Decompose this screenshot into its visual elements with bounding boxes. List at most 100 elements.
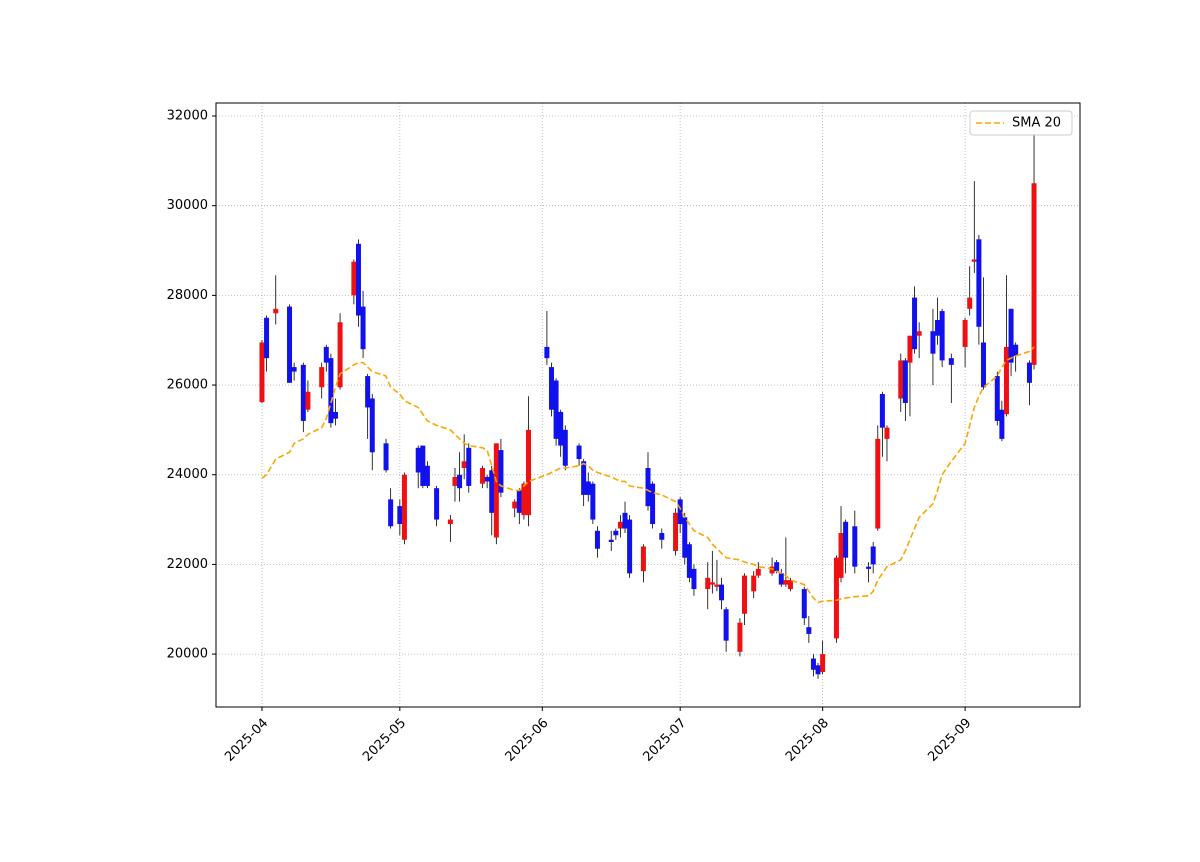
candle-body bbox=[980, 342, 986, 388]
candle-body bbox=[562, 429, 568, 466]
candle-body bbox=[613, 530, 619, 536]
candle-body bbox=[581, 461, 587, 495]
candle-body bbox=[434, 488, 440, 520]
candle-body bbox=[866, 566, 872, 569]
candle-body bbox=[898, 360, 904, 399]
candle-body bbox=[971, 259, 977, 262]
candle-body bbox=[774, 562, 780, 572]
grid bbox=[216, 103, 1080, 707]
candle-body bbox=[360, 306, 366, 350]
candle-body bbox=[397, 506, 403, 525]
candle-body bbox=[640, 546, 646, 572]
y-tick-label: 26000 bbox=[167, 378, 208, 393]
candle-body bbox=[516, 490, 522, 513]
x-tick-label: 2025-09 bbox=[925, 716, 974, 765]
candle-body bbox=[415, 447, 421, 473]
axes: 20000 22000 24000 26000 28000 30000 32000 2025-… bbox=[167, 109, 1073, 765]
candle-body bbox=[388, 499, 394, 527]
candle-body bbox=[544, 346, 550, 359]
candle-body bbox=[355, 243, 361, 316]
candle-body bbox=[498, 450, 504, 493]
candle-body bbox=[902, 360, 908, 403]
candle-body bbox=[484, 476, 490, 482]
candle-body bbox=[659, 533, 665, 540]
x-tick-label: 2025-07 bbox=[640, 716, 689, 765]
candle-body bbox=[686, 544, 692, 578]
candle-body bbox=[820, 654, 826, 673]
candle-body bbox=[457, 474, 463, 489]
candle-body bbox=[930, 331, 936, 354]
candle-body bbox=[682, 517, 688, 558]
candle-body bbox=[424, 465, 430, 486]
candle-body bbox=[787, 580, 793, 590]
candle-body bbox=[521, 483, 527, 516]
candle-body bbox=[705, 577, 711, 590]
candle-body bbox=[548, 367, 554, 410]
candle-body bbox=[714, 584, 720, 587]
legend-label: SMA 20 bbox=[1012, 116, 1061, 131]
candle-body bbox=[884, 427, 890, 439]
candle-body bbox=[976, 239, 982, 327]
candle-body bbox=[751, 575, 757, 592]
candle-body bbox=[264, 317, 270, 359]
candle-body bbox=[452, 476, 458, 486]
candle-body bbox=[769, 566, 775, 574]
candle-body bbox=[461, 461, 467, 469]
candle-body bbox=[742, 575, 748, 614]
candle-body bbox=[447, 519, 453, 525]
candle-body bbox=[466, 447, 472, 486]
y-tick-label: 22000 bbox=[167, 557, 208, 572]
candle-body bbox=[967, 297, 973, 309]
x-tick-label: 2025-05 bbox=[360, 716, 409, 765]
candle-body bbox=[319, 367, 325, 388]
candle-body bbox=[351, 261, 357, 296]
candle-body bbox=[843, 521, 849, 558]
x-tick-label: 2025-04 bbox=[222, 716, 271, 765]
candle-body bbox=[962, 320, 968, 347]
candle-body bbox=[801, 589, 807, 619]
candle-body bbox=[259, 342, 265, 403]
candle-body bbox=[709, 582, 715, 585]
candle-body bbox=[783, 580, 789, 585]
candle-body bbox=[1031, 183, 1037, 365]
candle-body bbox=[875, 438, 881, 529]
candle-body bbox=[999, 409, 1005, 439]
candle-body bbox=[939, 311, 945, 361]
candle-body bbox=[907, 335, 913, 363]
candle-body bbox=[305, 391, 311, 410]
candle-body bbox=[337, 322, 343, 388]
candle-body bbox=[1013, 344, 1019, 356]
candle-body bbox=[558, 411, 564, 446]
candle-body bbox=[369, 398, 375, 453]
candle-body bbox=[323, 346, 329, 363]
candle-body bbox=[1026, 362, 1032, 383]
candle-body bbox=[677, 499, 683, 525]
candle-body bbox=[585, 481, 591, 495]
candle-body bbox=[365, 376, 371, 408]
candle-body bbox=[650, 483, 656, 525]
candle-body bbox=[948, 358, 954, 365]
candle-body bbox=[806, 627, 812, 634]
legend-box bbox=[969, 110, 1073, 136]
y-tick-label: 24000 bbox=[167, 467, 208, 482]
candle-body bbox=[737, 622, 743, 652]
candle-body bbox=[300, 364, 306, 421]
candle-body bbox=[994, 376, 1000, 421]
x-tick-label: 2025-06 bbox=[503, 716, 552, 765]
candle-body bbox=[719, 584, 725, 601]
candle-body bbox=[627, 519, 633, 574]
candle-body bbox=[493, 443, 499, 538]
candle-body bbox=[673, 512, 679, 551]
candle-body bbox=[691, 568, 697, 590]
y-tick-label: 32000 bbox=[167, 109, 208, 124]
candle-body bbox=[1003, 346, 1009, 415]
marks bbox=[259, 133, 1037, 679]
candle-body bbox=[590, 483, 596, 520]
candle-body bbox=[291, 367, 297, 372]
candle-body bbox=[328, 358, 334, 424]
candle-body bbox=[526, 429, 532, 516]
candle-body bbox=[480, 468, 486, 484]
candle-body bbox=[512, 501, 518, 509]
candle-body bbox=[852, 526, 858, 567]
